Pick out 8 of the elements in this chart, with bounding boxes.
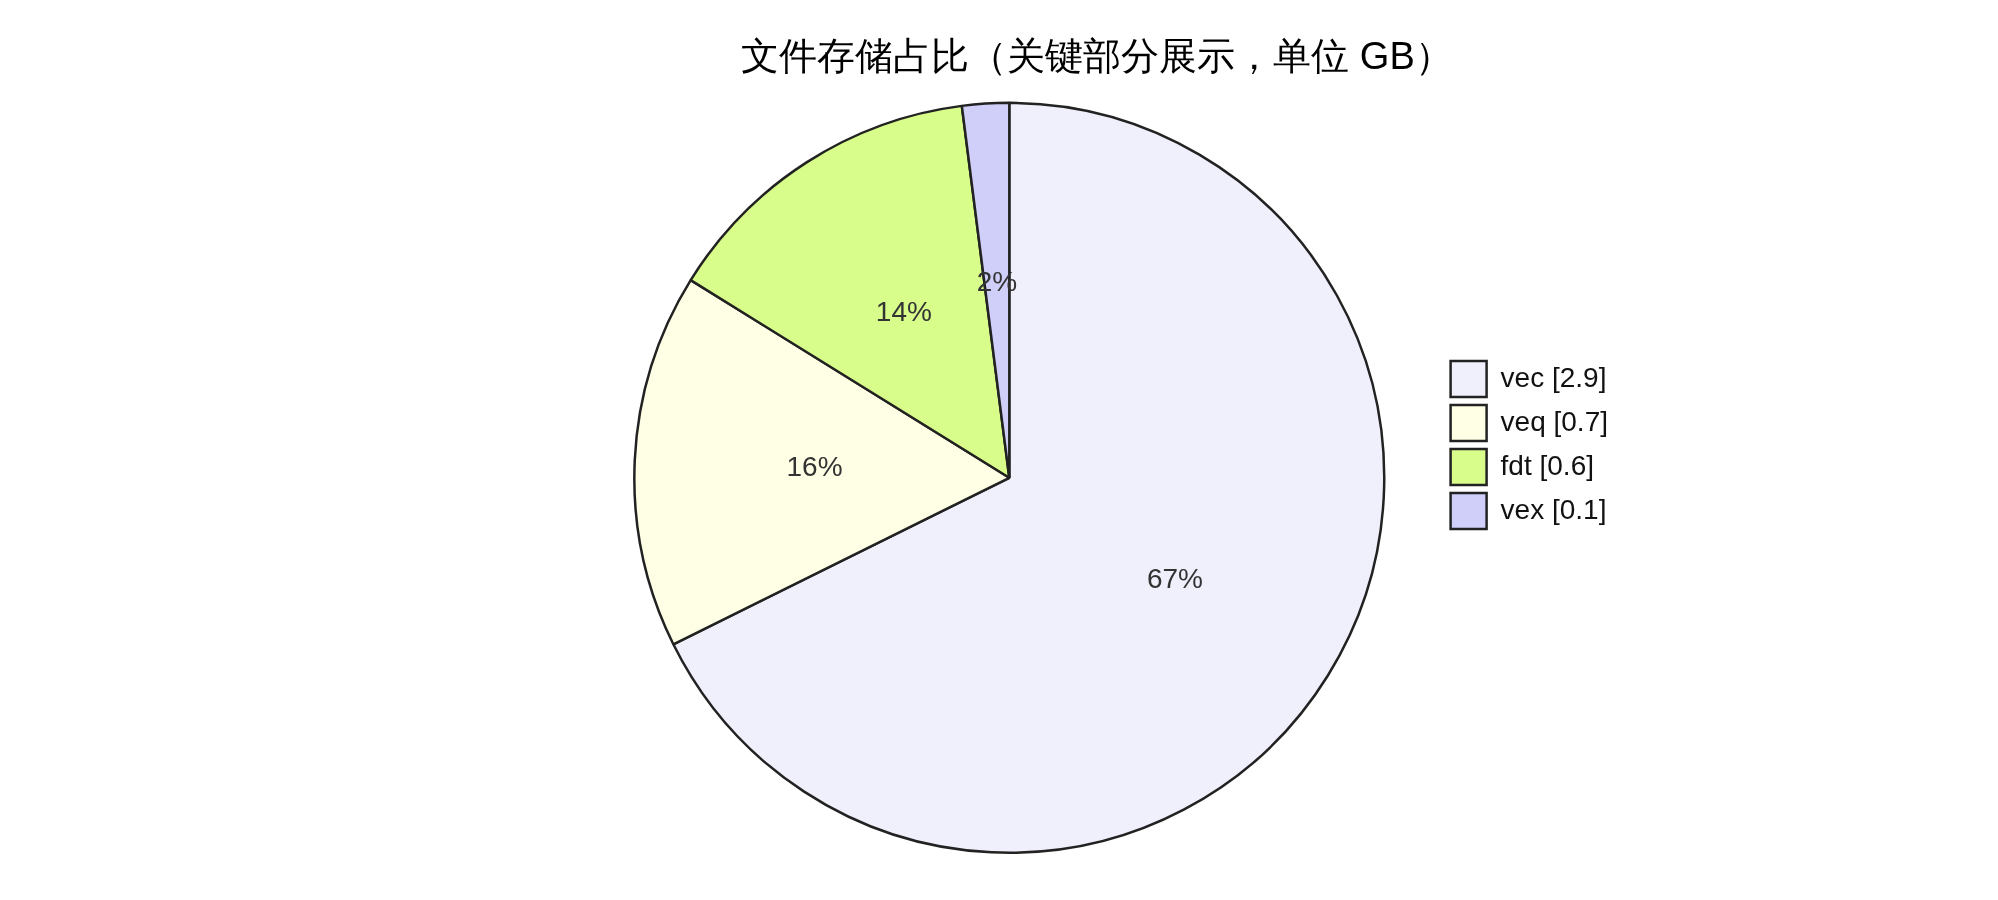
legend-label: vec [2.9]	[1500, 361, 1607, 393]
legend-label: veq [0.7]	[1500, 405, 1608, 437]
legend-label: vex [0.1]	[1500, 493, 1607, 525]
chart-title: 文件存储占比（关键部分展示，单位 GB）	[741, 35, 1453, 78]
data-label: 16%	[786, 451, 843, 483]
legend-label: fdt [0.6]	[1500, 449, 1594, 481]
data-label: 67%	[1146, 563, 1203, 595]
data-label: 14%	[875, 296, 932, 328]
